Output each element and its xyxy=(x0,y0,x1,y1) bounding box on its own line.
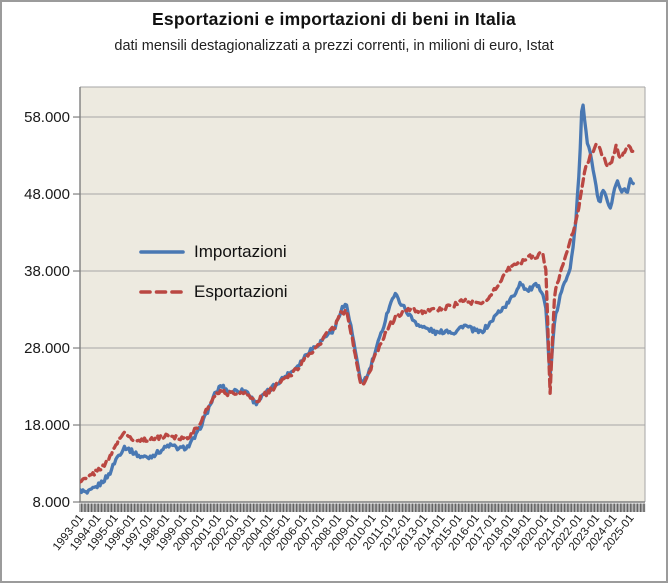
y-axis-label: 18.000 xyxy=(24,417,70,434)
legend-item-esportazioni: Esportazioni xyxy=(138,282,288,301)
y-axis-label: 38.000 xyxy=(24,263,70,280)
y-axis-label: 28.000 xyxy=(24,340,70,357)
y-axis-label: 48.000 xyxy=(24,186,70,203)
y-axis-label: 58.000 xyxy=(24,109,70,126)
x-axis-month-ticks xyxy=(79,503,646,512)
series-line-esportazioni xyxy=(80,142,635,484)
esportazioni-line-swatch xyxy=(139,289,185,294)
chart-subtitle: dati mensili destagionalizzati a prezzi … xyxy=(114,38,554,54)
legend: Importazioni Esportazioni xyxy=(138,242,288,301)
chart-title: Esportazioni e importazioni di beni in I… xyxy=(152,9,516,29)
legend-label-esportazioni: Esportazioni xyxy=(194,282,288,301)
plot-background xyxy=(80,87,645,502)
legend-item-importazioni: Importazioni xyxy=(138,242,288,261)
legend-label-importazioni: Importazioni xyxy=(194,242,287,261)
importazioni-line-swatch xyxy=(139,249,185,254)
y-axis-label: 8.000 xyxy=(32,494,70,511)
